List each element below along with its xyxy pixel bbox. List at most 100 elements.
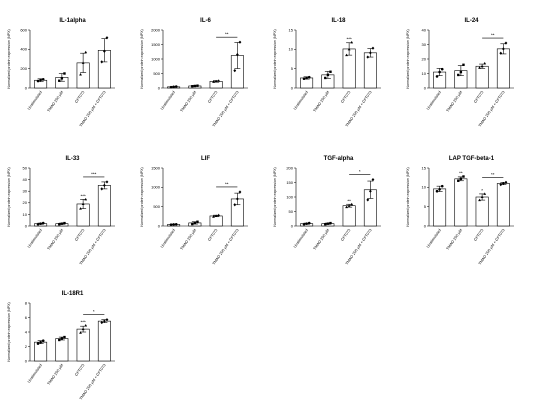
- bar: [475, 196, 489, 227]
- significance-star: **: [459, 171, 463, 176]
- comparison-label: ***: [91, 171, 97, 176]
- data-point: [81, 61, 85, 64]
- chart-title: TGF-alpha: [324, 156, 354, 162]
- data-point: [478, 198, 481, 202]
- x-tick-label: Unstimulated: [293, 228, 309, 248]
- data-point: [440, 184, 444, 188]
- data-point: [214, 214, 218, 217]
- data-point: [191, 85, 194, 88]
- data-point: [79, 72, 82, 76]
- x-tick-label: TMAO 200 µM: [180, 90, 197, 113]
- y-tick-label: 0: [25, 223, 28, 228]
- x-tick-label: CFT073: [74, 228, 85, 242]
- data-point: [329, 70, 332, 73]
- data-point: [39, 78, 42, 82]
- y-tick-label: 15: [289, 27, 294, 32]
- data-point: [172, 85, 175, 89]
- y-tick-label: 1000: [151, 185, 161, 190]
- chart-panel-3: IL-24 Normalized protein expression (NPX)…: [406, 18, 514, 128]
- data-point: [196, 84, 199, 87]
- data-point: [504, 41, 508, 45]
- data-point: [60, 222, 64, 225]
- comparison-label: *: [359, 169, 361, 174]
- significance-star: ***: [80, 319, 86, 324]
- comparison-label: **: [225, 181, 229, 186]
- comparison-label: **: [225, 32, 229, 37]
- data-point: [350, 202, 354, 206]
- data-point: [169, 223, 173, 226]
- x-tick-label: TMAO 200 µM: [446, 228, 463, 251]
- data-point: [305, 76, 308, 80]
- data-point: [41, 339, 45, 343]
- y-tick-label: 100: [286, 194, 293, 199]
- data-point: [100, 187, 104, 191]
- bar: [97, 185, 111, 227]
- y-axis-label: Normalized protein expression (NPX): [406, 167, 410, 226]
- data-point: [41, 78, 45, 81]
- data-point: [478, 66, 481, 69]
- data-point: [196, 220, 199, 223]
- data-point: [174, 85, 178, 88]
- data-point: [100, 60, 104, 64]
- x-tick-label: CFT073: [74, 90, 85, 104]
- chart-title: IL-24: [464, 18, 479, 24]
- x-tick-label: CFT073: [74, 363, 85, 377]
- bar: [496, 183, 510, 227]
- chart-panel-6: TGF-alpha Normalized protein expression (…: [273, 156, 381, 266]
- data-point: [60, 77, 64, 80]
- y-tick-label: 500: [153, 71, 160, 76]
- y-axis-label: Normalized protein expression (NPX): [273, 167, 277, 226]
- y-tick-label: 50: [289, 209, 294, 214]
- data-point: [102, 49, 106, 53]
- y-tick-label: 15: [422, 165, 427, 170]
- y-axis-label: Normalized protein expression (NPX): [7, 167, 11, 226]
- comparison-label: **: [491, 33, 495, 38]
- bar: [496, 48, 510, 89]
- significance-star: **: [347, 198, 351, 203]
- data-point: [63, 335, 66, 339]
- data-point: [326, 222, 330, 225]
- data-point: [302, 222, 306, 226]
- bar: [97, 320, 111, 362]
- data-point: [483, 61, 487, 65]
- data-point: [39, 340, 42, 344]
- y-tick-label: 10: [23, 212, 28, 217]
- data-point: [435, 75, 439, 78]
- data-point: [84, 323, 88, 327]
- data-point: [368, 189, 372, 193]
- data-point: [499, 183, 503, 187]
- y-axis-label: Normalized protein expression (NPX): [7, 302, 11, 361]
- data-point: [214, 79, 218, 83]
- bar: [34, 341, 48, 362]
- data-point: [499, 51, 503, 55]
- x-tick-label: TMAO 200 µM: [313, 90, 330, 113]
- data-point: [238, 190, 242, 194]
- data-point: [345, 205, 348, 209]
- data-point: [212, 215, 215, 218]
- data-point: [435, 189, 439, 193]
- y-tick-label: 30: [23, 189, 28, 194]
- chart-title: IL-18R1: [62, 291, 84, 297]
- bar: [454, 178, 468, 227]
- y-axis-label: Normalized protein expression (NPX): [273, 29, 277, 88]
- y-tick-label: 150: [286, 180, 293, 185]
- data-point: [58, 223, 61, 226]
- chart-panel-8: IL-18R1 Normalized protein expression (NP…: [7, 291, 115, 401]
- x-tick-label: Unstimulated: [426, 228, 442, 248]
- bar: [55, 338, 69, 362]
- data-point: [347, 204, 351, 207]
- comparison-label: *: [93, 309, 95, 314]
- y-tick-label: 500: [153, 204, 160, 209]
- y-axis-label: Normalized protein expression (NPX): [140, 29, 144, 88]
- data-point: [105, 318, 109, 322]
- bar: [342, 205, 356, 227]
- y-tick-label: 200: [20, 66, 27, 71]
- x-tick-label: TMAO 200 µM: [47, 363, 64, 386]
- data-point: [371, 178, 375, 182]
- y-tick-label: 2000: [151, 27, 161, 32]
- chart-panel-4: IL-33 Normalized protein expression (NPX)…: [7, 156, 115, 266]
- x-tick-label: TMAO 200 µM: [313, 228, 330, 251]
- data-point: [36, 222, 40, 226]
- data-point: [307, 75, 311, 79]
